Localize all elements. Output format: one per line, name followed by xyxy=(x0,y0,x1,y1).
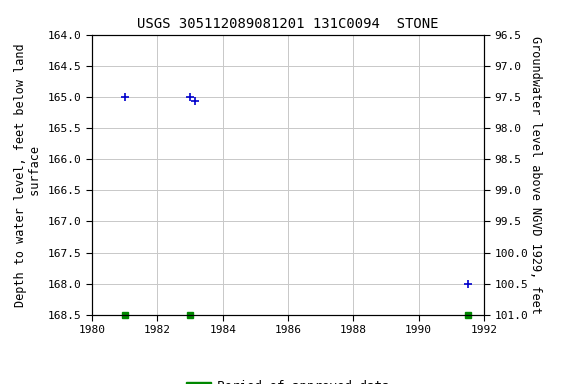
Y-axis label: Groundwater level above NGVD 1929, feet: Groundwater level above NGVD 1929, feet xyxy=(529,36,542,314)
Y-axis label: Depth to water level, feet below land
 surface: Depth to water level, feet below land su… xyxy=(14,43,43,306)
Title: USGS 305112089081201 131C0094  STONE: USGS 305112089081201 131C0094 STONE xyxy=(137,17,439,31)
Legend: Period of approved data: Period of approved data xyxy=(181,375,395,384)
